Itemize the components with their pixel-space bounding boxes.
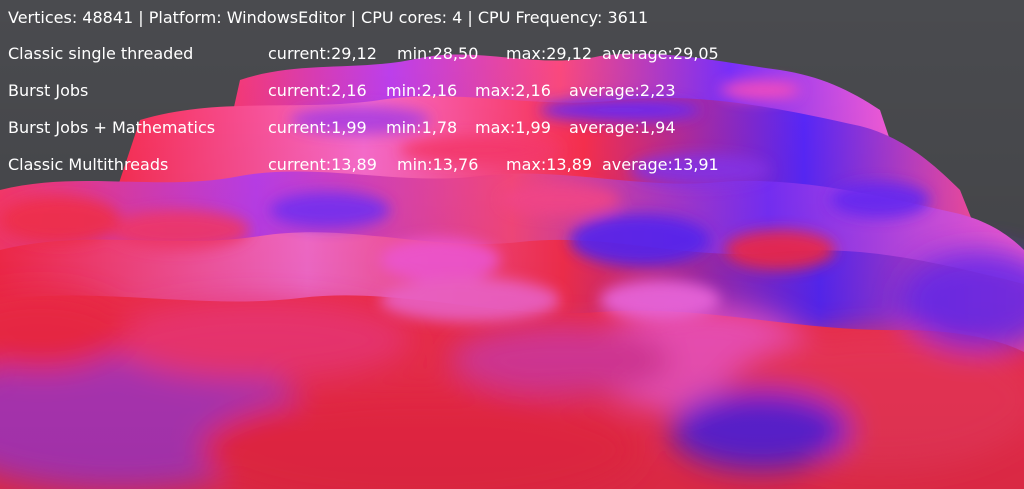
- stats-overlay: Vertices: 48841 | Platform: WindowsEdito…: [0, 0, 1024, 200]
- benchmark-row-burst-jobs: Burst Jobs current:2,16 min:2,16 max:2,1…: [8, 81, 1008, 103]
- benchmark-name: Classic Multithreads: [8, 155, 169, 174]
- benchmark-min: min:1,78: [386, 118, 458, 137]
- benchmark-name: Classic single threaded: [8, 44, 194, 63]
- benchmark-current: current:29,12: [268, 44, 377, 63]
- benchmark-average: average:2,23: [569, 81, 676, 100]
- benchmark-name: Burst Jobs: [8, 81, 89, 100]
- benchmark-max: max:2,16: [475, 81, 551, 100]
- benchmark-current: current:13,89: [268, 155, 377, 174]
- system-info-text: Vertices: 48841 | Platform: WindowsEdito…: [8, 8, 649, 27]
- benchmark-average: average:29,05: [602, 44, 719, 63]
- benchmark-max: max:1,99: [475, 118, 551, 137]
- benchmark-current: current:1,99: [268, 118, 367, 137]
- benchmark-row-classic-multithreads: Classic Multithreads current:13,89 min:1…: [8, 155, 1008, 177]
- benchmark-max: max:13,89: [506, 155, 593, 174]
- benchmark-row-classic-single: Classic single threaded current:29,12 mi…: [8, 44, 1008, 66]
- benchmark-average: average:1,94: [569, 118, 676, 137]
- benchmark-average: average:13,91: [602, 155, 719, 174]
- benchmark-current: current:2,16: [268, 81, 367, 100]
- benchmark-max: max:29,12: [506, 44, 593, 63]
- benchmark-min: min:13,76: [397, 155, 479, 174]
- benchmark-min: min:28,50: [397, 44, 479, 63]
- benchmark-name: Burst Jobs + Mathematics: [8, 118, 216, 137]
- benchmark-min: min:2,16: [386, 81, 458, 100]
- benchmark-row-burst-mathematics: Burst Jobs + Mathematics current:1,99 mi…: [8, 118, 1008, 140]
